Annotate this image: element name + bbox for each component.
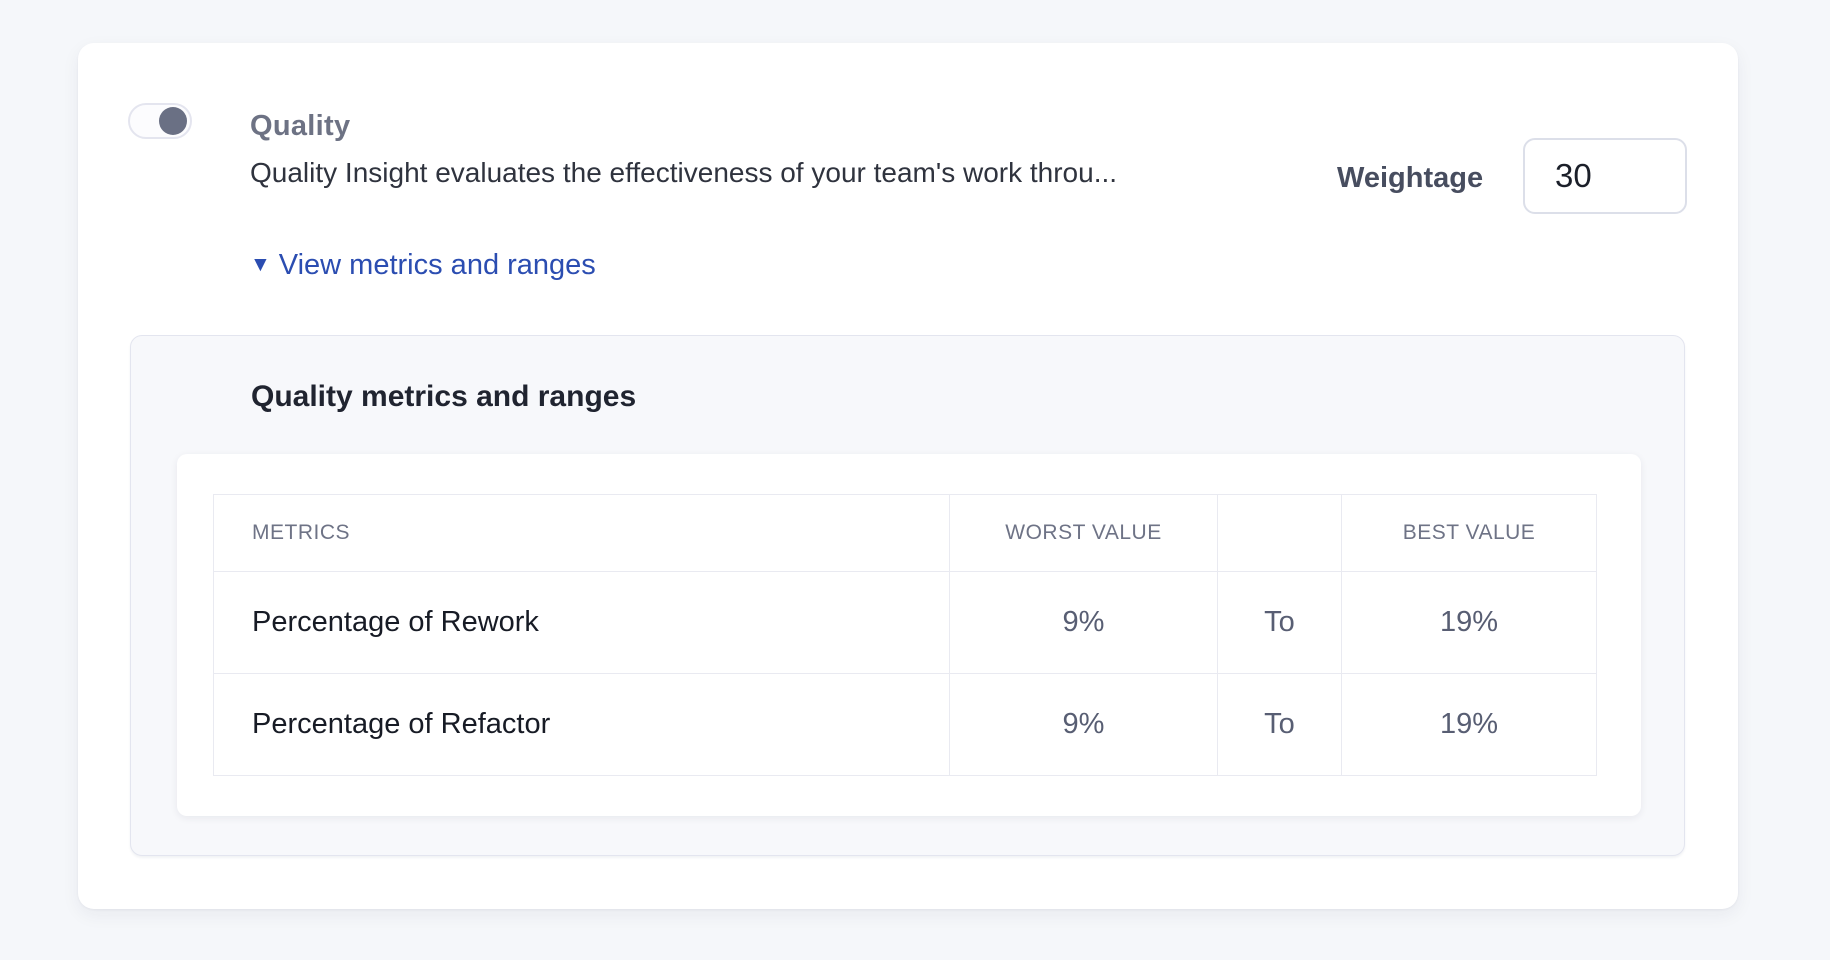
weightage-input[interactable] <box>1523 138 1687 214</box>
quality-toggle[interactable] <box>128 103 192 139</box>
worst-value-cell: 9% <box>949 571 1218 674</box>
best-value-cell: 19% <box>1341 673 1597 776</box>
metrics-table-card: METRICS WORST VALUE BEST VALUE Percentag… <box>177 454 1641 816</box>
metrics-panel-title: Quality metrics and ranges <box>251 380 637 413</box>
quality-insight-card: Quality Quality Insight evaluates the ef… <box>78 43 1738 909</box>
worst-value-cell: 9% <box>949 673 1218 776</box>
view-metrics-link-label: View metrics and ranges <box>278 249 596 281</box>
header-separator <box>1217 494 1342 572</box>
metrics-table: METRICS WORST VALUE BEST VALUE Percentag… <box>213 494 1597 776</box>
caret-down-icon: ▼ <box>250 253 271 276</box>
table-row: Percentage of Rework 9% To 19% <box>213 571 1597 674</box>
toggle-knob <box>159 107 187 135</box>
view-metrics-link[interactable]: ▼ View metrics and ranges <box>250 248 596 282</box>
table-header-row: METRICS WORST VALUE BEST VALUE <box>213 494 1597 572</box>
section-description: Quality Insight evaluates the effectiven… <box>250 157 1118 188</box>
header-best-value: BEST VALUE <box>1341 494 1597 572</box>
header-worst-value: WORST VALUE <box>949 494 1218 572</box>
range-separator-cell: To <box>1217 673 1342 776</box>
table-row: Percentage of Refactor 9% To 19% <box>213 673 1597 776</box>
range-separator-cell: To <box>1217 571 1342 674</box>
best-value-cell: 19% <box>1341 571 1597 674</box>
metric-name-cell: Percentage of Refactor <box>213 673 950 776</box>
metrics-panel: Quality metrics and ranges METRICS WORST… <box>130 335 1685 856</box>
section-title: Quality <box>250 110 351 142</box>
weightage-label: Weightage <box>1337 162 1484 194</box>
header-metrics: METRICS <box>213 494 950 572</box>
metric-name-cell: Percentage of Rework <box>213 571 950 674</box>
